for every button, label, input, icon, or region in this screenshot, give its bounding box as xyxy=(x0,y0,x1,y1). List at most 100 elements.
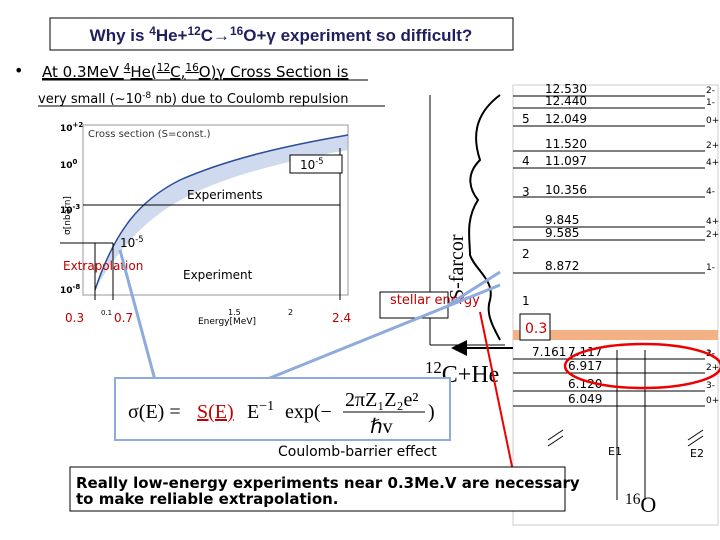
s-factor-curve xyxy=(468,94,501,341)
t: -8 xyxy=(142,91,151,101)
level-energy: 8.872 xyxy=(545,259,579,273)
y-tick-exp: -3 xyxy=(73,203,81,211)
level-energy: 11.520 xyxy=(545,137,587,151)
t: 16 xyxy=(625,491,641,508)
formula-den: ℏv xyxy=(370,416,393,438)
t: 16 xyxy=(230,24,244,38)
e1: E1 xyxy=(608,445,622,458)
experiments: Experiments xyxy=(187,188,263,202)
level-energy: 6.917 xyxy=(568,359,602,373)
formula-e: E−1 xyxy=(247,399,274,423)
formula-caption: Coulomb-barrier effect xyxy=(278,444,437,460)
x-label: Energy[MeV] xyxy=(198,317,256,327)
level-energy: 6.049 xyxy=(568,392,602,406)
y-tick: 100 xyxy=(60,158,78,171)
resonance-number: 4 xyxy=(522,154,530,168)
t: 12 xyxy=(157,62,170,74)
highlight xyxy=(563,342,720,390)
formula-exp: exp(− xyxy=(285,401,332,423)
s-factor-label: S-farcor xyxy=(446,234,468,300)
stellar-label: stellar energy xyxy=(390,293,480,308)
plot-caption: Cross section (S=const.) xyxy=(88,129,211,140)
title: Why is 4He+12C→16O+γ experiment so diffi… xyxy=(90,24,473,45)
t: -5 xyxy=(315,156,323,166)
level-energy: 9.845 xyxy=(545,213,579,227)
t: C→ xyxy=(201,26,230,45)
resonance-number: 1 xyxy=(522,294,530,308)
channel: 12C+He xyxy=(425,358,499,388)
plot-frame xyxy=(82,124,349,296)
y-tick-base: 10 xyxy=(60,161,73,171)
t: 10 xyxy=(300,158,315,172)
y-tick: 10-8 xyxy=(60,283,80,296)
y-tick: 10-3 xyxy=(60,203,80,216)
y-label: σ[nbarn] xyxy=(63,196,73,235)
level-spin: 2+ xyxy=(706,141,719,151)
t: O xyxy=(640,492,656,517)
nucleus: 16O xyxy=(625,491,656,517)
x-tick: 2 xyxy=(288,308,293,317)
e-low: 0.3 xyxy=(65,311,84,325)
formula-num: 2πZ₁Z₂e² xyxy=(345,389,418,411)
experiment: Experiment xyxy=(183,268,253,282)
t: 4 xyxy=(149,24,156,38)
bullet-line1: At 0.3MeV 4He(12C,16O)γ Cross Section is xyxy=(42,62,349,81)
t: 16 xyxy=(185,62,199,74)
note: to make reliable extrapolation. xyxy=(76,490,339,508)
t: 10 xyxy=(120,236,135,250)
formula-lhs: σ(E) = xyxy=(128,401,181,423)
t: -5 xyxy=(135,234,143,244)
level-spin: 3- xyxy=(706,381,715,391)
title-box xyxy=(49,17,514,51)
curve xyxy=(94,134,349,291)
level-spin: 2+ xyxy=(706,230,719,240)
formula-close: ) xyxy=(428,401,435,423)
t: He+ xyxy=(156,26,188,45)
ratio-left: 10-5 xyxy=(120,234,144,250)
level-energy: 11.097 xyxy=(545,154,587,168)
level-energy: 10.356 xyxy=(545,183,587,197)
y-tick-exp: 0 xyxy=(73,158,78,166)
level-spin: 0+ xyxy=(706,396,719,406)
ratio-top: 10-5 xyxy=(300,156,324,172)
extrapolation: Extrapolation xyxy=(63,259,143,273)
t: At 0.3MeV xyxy=(42,63,124,81)
t: E xyxy=(247,401,259,423)
t: very small (~10 xyxy=(38,92,142,107)
y-tick-base: 10 xyxy=(60,206,73,216)
t: 12 xyxy=(425,358,442,377)
bullet: • xyxy=(14,61,23,80)
t: O)γ Cross Section is xyxy=(199,63,349,81)
level-spin: 2- xyxy=(706,86,715,96)
level-energy: 12.440 xyxy=(545,94,587,108)
level-spin: 4+ xyxy=(706,217,719,227)
stellar-band xyxy=(513,330,718,340)
y-tick: 10+2 xyxy=(60,121,83,134)
y-tick-exp: +2 xyxy=(73,121,84,129)
t: C, xyxy=(170,63,185,81)
t: stellar energy xyxy=(390,293,480,308)
resonance-number: 2 xyxy=(522,247,530,261)
level-energy: 12.049 xyxy=(545,112,587,126)
level-spin: 2+ xyxy=(706,363,719,373)
level-energy: 7.161 xyxy=(532,345,566,359)
x-tick: 0.1 xyxy=(101,309,112,317)
t: −1 xyxy=(259,399,274,414)
stellar-energy: 0.3 xyxy=(525,321,547,337)
bullet-line2: very small (~10-8 nb) due to Coulomb rep… xyxy=(38,91,348,107)
x-tick: 1.5 xyxy=(228,308,241,317)
t: nb) due to Coulomb repulsion xyxy=(151,92,348,107)
t: 12 xyxy=(187,24,201,38)
t: He( xyxy=(130,63,156,81)
level-energy: 9.585 xyxy=(545,226,579,240)
y-tick-base: 10 xyxy=(60,124,73,134)
formula-s: S(E) xyxy=(197,401,234,423)
t: C+He xyxy=(442,362,500,388)
t: O+γ experiment so difficult? xyxy=(243,26,472,45)
level-spin: 1- xyxy=(706,98,715,108)
y-tick-exp: -8 xyxy=(73,283,81,291)
e-mid: 0.7 xyxy=(114,311,133,325)
e2: E2 xyxy=(690,447,704,460)
level-energy: 12.530 xyxy=(545,82,587,96)
e-high: 2.4 xyxy=(332,311,351,325)
